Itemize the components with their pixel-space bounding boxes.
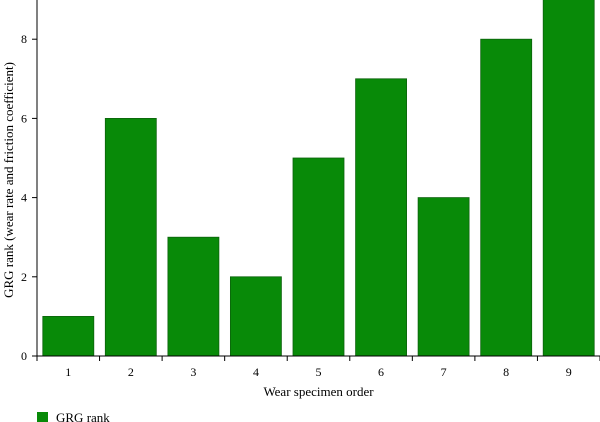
bar-9 bbox=[542, 0, 595, 357]
bars-group bbox=[42, 0, 595, 357]
x-tick-label: 5 bbox=[316, 365, 322, 379]
x-tick-label: 1 bbox=[65, 365, 71, 379]
bar-2 bbox=[104, 118, 157, 357]
x-tick-label: 7 bbox=[441, 365, 447, 379]
legend-swatch bbox=[37, 412, 48, 422]
x-tick-label: 6 bbox=[378, 365, 384, 379]
x-tick-label: 8 bbox=[503, 365, 509, 379]
bar-5 bbox=[292, 157, 345, 357]
x-tick-label: 2 bbox=[128, 365, 134, 379]
y-tick-label: 4 bbox=[21, 191, 27, 205]
bar-4 bbox=[229, 276, 282, 357]
legend-label: GRG rank bbox=[56, 410, 110, 422]
y-ticks-group: 0 2 4 6 8 bbox=[21, 32, 37, 363]
axes-group bbox=[36, 0, 600, 357]
y-axis-title: GRG rank (wear rate and friction coeffic… bbox=[1, 62, 16, 298]
y-tick-label: 8 bbox=[21, 32, 27, 46]
bar-8 bbox=[480, 38, 533, 357]
x-tick-label: 4 bbox=[253, 365, 259, 379]
bar-7 bbox=[417, 197, 470, 357]
x-axis-title: Wear specimen order bbox=[263, 384, 374, 399]
x-ticks-group: 1 2 3 4 5 6 7 8 9 bbox=[36, 356, 600, 379]
x-tick-label: 9 bbox=[566, 365, 572, 379]
y-tick-label: 2 bbox=[21, 270, 27, 284]
bar-3 bbox=[167, 236, 220, 357]
bar-6 bbox=[355, 78, 408, 357]
legend: GRG rank bbox=[37, 410, 110, 422]
x-tick-label: 3 bbox=[190, 365, 196, 379]
y-tick-label: 0 bbox=[21, 349, 27, 363]
y-tick-label: 6 bbox=[21, 111, 27, 125]
bar-1 bbox=[42, 315, 95, 357]
